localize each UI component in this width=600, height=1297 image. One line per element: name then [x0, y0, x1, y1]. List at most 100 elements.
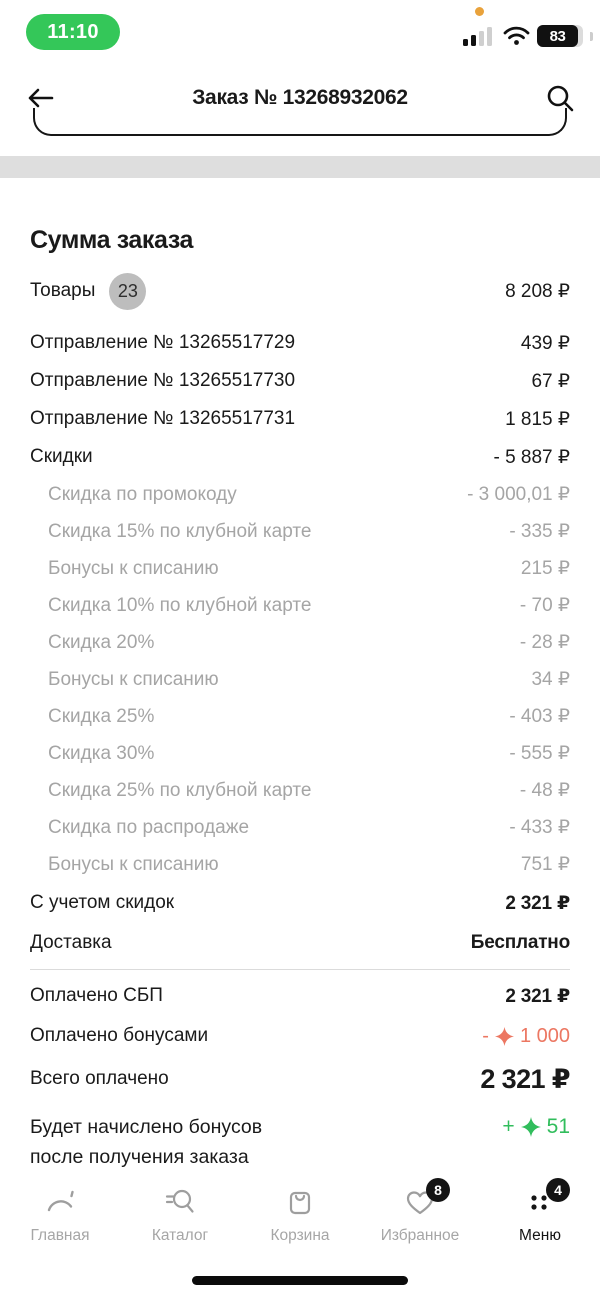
accrual-line2: после получения заказа: [30, 1146, 249, 1168]
divider: [30, 969, 570, 970]
nav-item-cart[interactable]: Корзина: [240, 1180, 360, 1260]
discount-detail-row: Скидка по промокоду - 3 000,01 ₽: [30, 476, 570, 513]
row-label: Скидка 15% по клубной карте: [48, 520, 312, 542]
bonus-diamond-icon: [520, 1117, 541, 1137]
signal-icon: [463, 26, 492, 46]
minus-sign: -: [482, 1024, 489, 1047]
row-value: 1 815 ₽: [505, 408, 570, 430]
row-label: Скидка по распродаже: [48, 816, 250, 838]
favorites-icon: 8: [403, 1178, 450, 1220]
row-label: Оплачено СБП: [30, 985, 163, 1006]
discount-detail-row: Скидка 20% - 28 ₽: [30, 624, 570, 661]
order-amount-section: Сумма заказа Товары 23 8 208 ₽ Отправлен…: [0, 178, 600, 1172]
nav-item-home[interactable]: Главная: [0, 1180, 120, 1260]
bonus-earn-value: + 51: [502, 1115, 570, 1139]
row-label: Всего оплачено: [30, 1068, 169, 1089]
nav-item-catalog[interactable]: Каталог: [120, 1180, 240, 1260]
row-label: Бонусы к списанию: [48, 557, 219, 579]
discount-detail-row: Бонусы к списанию 34 ₽: [30, 661, 570, 698]
row-value: 2 321 ₽: [505, 985, 570, 1007]
status-time-pill[interactable]: 11:10: [26, 14, 120, 50]
discount-detail-row: Скидка 30% - 555 ₽: [30, 735, 570, 772]
section-separator: [0, 156, 600, 178]
discounts-row: Скидки - 5 887 ₽: [30, 438, 570, 476]
favorites-badge: 8: [426, 1178, 450, 1202]
discount-detail-row: Скидка 15% по клубной карте - 335 ₽: [30, 513, 570, 550]
home-indicator[interactable]: [192, 1276, 408, 1285]
row-value: - 555 ₽: [509, 743, 570, 764]
battery-icon: 83: [537, 25, 583, 47]
discount-detail-row: Скидка 25% по клубной карте - 48 ₽: [30, 772, 570, 809]
items-row: Товары 23 8 208 ₽: [30, 268, 570, 314]
menu-badge: 4: [546, 1178, 570, 1202]
bonus-spent-value: - 1 000: [482, 1025, 570, 1048]
back-arrow-icon: [28, 88, 54, 108]
items-count-badge: 23: [109, 272, 147, 310]
row-value: 439 ₽: [520, 332, 570, 354]
page-title: Заказ № 13268932062: [192, 86, 408, 109]
items-value: 8 208 ₽: [505, 280, 570, 302]
row-value: - 433 ₽: [509, 817, 570, 838]
row-value: Бесплатно: [470, 932, 570, 953]
nav-label: Каталог: [151, 1227, 209, 1244]
header: Заказ № 13268932062: [0, 66, 600, 130]
row-label: Скидка 25%: [48, 705, 155, 727]
bonus-diamond-icon: [494, 1026, 514, 1046]
row-label: Будет начислено бонусов после получения …: [30, 1112, 262, 1172]
row-value: 215 ₽: [520, 558, 570, 579]
shipment-row: Отправление № 13265517731 1 815 ₽: [30, 400, 570, 438]
section-heading: Сумма заказа: [30, 226, 194, 254]
battery-level: 83: [549, 27, 566, 45]
row-label: Оплачено бонусами: [30, 1025, 209, 1046]
subtotal-row: С учетом скидок 2 321 ₽: [30, 883, 570, 923]
row-label: Бонусы к списанию: [48, 668, 219, 690]
search-icon: [547, 85, 574, 112]
status-icons: 83: [463, 25, 593, 47]
delivery-row: Доставка Бесплатно: [30, 923, 570, 963]
nav-item-menu[interactable]: 4 Меню: [480, 1178, 600, 1260]
row-label: Скидка по промокоду: [48, 483, 237, 505]
back-button[interactable]: [22, 80, 58, 116]
home-icon: [43, 1186, 77, 1220]
row-value: 34 ₽: [531, 669, 570, 690]
paid-bonus-row: Оплачено бонусами - 1 000: [30, 1016, 570, 1056]
notification-dot-icon: [475, 7, 484, 16]
menu-icon: 4: [523, 1178, 570, 1220]
nav-label: Корзина: [270, 1227, 330, 1244]
discount-detail-row: Скидка 25% - 403 ₽: [30, 698, 570, 735]
shipment-row: Отправление № 13265517729 439 ₽: [30, 324, 570, 362]
row-value: 67 ₽: [531, 370, 570, 392]
cart-icon: [283, 1186, 317, 1220]
items-label: Товары: [30, 280, 96, 301]
row-label: Скидка 25% по клубной карте: [48, 779, 312, 801]
search-button[interactable]: [542, 80, 578, 116]
discount-detail-row: Бонусы к списанию 751 ₽: [30, 846, 570, 883]
row-label: Скидка 10% по клубной карте: [48, 594, 312, 616]
row-label: Доставка: [30, 932, 112, 953]
nav-label: Избранное: [380, 1227, 460, 1244]
shipment-row: Отправление № 13265517730 67 ₽: [30, 362, 570, 400]
row-label: Бонусы к списанию: [48, 853, 219, 875]
nav-label: Главная: [30, 1227, 90, 1244]
row-value: - 70 ₽: [519, 595, 570, 616]
bonus-amount: 51: [546, 1115, 570, 1138]
battery-tip: [590, 31, 593, 41]
nav-label: Меню: [519, 1227, 561, 1244]
status-time: 11:10: [47, 20, 99, 43]
row-label: Отправление № 13265517730: [30, 370, 296, 391]
row-label: Отправление № 13265517731: [30, 408, 296, 429]
total-paid-row: Всего оплачено 2 321 ₽: [30, 1056, 571, 1102]
row-label: Отправление № 13265517729: [30, 332, 296, 353]
row-value: 751 ₽: [520, 854, 570, 875]
card-bottom-outline: [33, 108, 567, 136]
paid-sbp-row: Оплачено СБП 2 321 ₽: [30, 976, 570, 1016]
nav-item-favorites[interactable]: 8 Избранное: [360, 1178, 480, 1260]
discount-detail-row: Скидка 10% по клубной карте - 70 ₽: [30, 587, 570, 624]
discount-detail-row: Скидка по распродаже - 433 ₽: [30, 809, 570, 846]
row-value: - 335 ₽: [509, 521, 570, 542]
row-value: - 5 887 ₽: [493, 446, 570, 468]
discount-detail-row: Бонусы к списанию 215 ₽: [30, 550, 570, 587]
bonus-amount: 1 000: [519, 1024, 570, 1047]
row-label: Скидка 30%: [48, 742, 155, 764]
plus-sign: +: [502, 1115, 515, 1138]
